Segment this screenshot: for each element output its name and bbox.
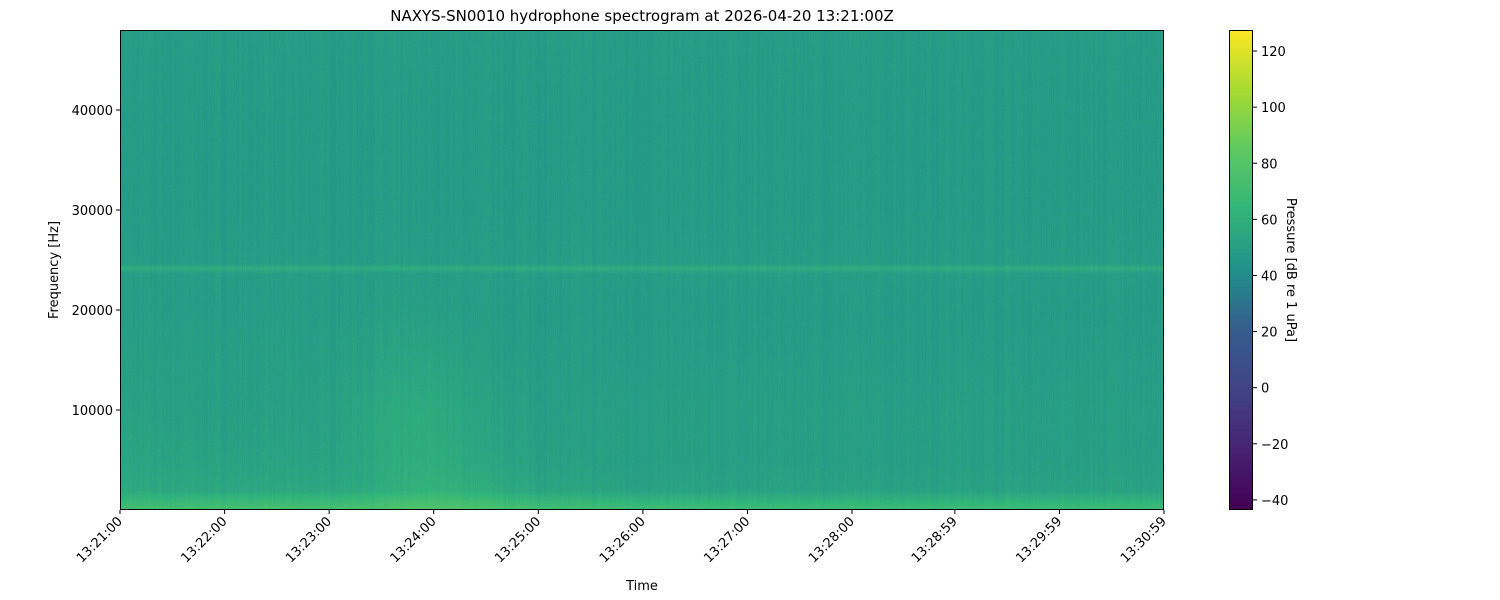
x-tick-label: 13:25:00 [492,514,544,566]
y-tick-label: 30000 [72,204,113,219]
colorbar-tick-label: 80 [1261,157,1278,172]
colorbar-tick-label: 100 [1261,101,1286,116]
x-axis-ticks: 13:21:00 13:22:00 13:23:00 13:24:00 13:25:00… [74,510,1170,566]
colorbar-tick-label: 20 [1261,326,1278,341]
x-tick-label: 13:23:00 [283,514,335,566]
x-tick-label: 13:22:00 [179,514,231,566]
colorbar-frame [1229,30,1253,510]
y-tick-label: 10000 [72,404,113,419]
x-tick-label: 13:28:00 [806,514,858,566]
y-axis-ticks: 10000 20000 30000 40000 [72,104,120,419]
colorbar-tick-label: 60 [1261,213,1278,228]
colorbar-ticks: −40 −20 0 20 40 60 80 100 120 [1253,45,1288,509]
spectrogram-heatmap [120,30,1164,510]
colorbar-tick-label: 0 [1261,382,1269,397]
colorbar-tick-label: −20 [1261,438,1288,453]
x-tick-label: 13:27:00 [701,514,753,566]
colorbar-gradient [1229,30,1253,510]
chart-title: NAXYS-SN0010 hydrophone spectrogram at 2… [390,7,894,25]
x-tick-label: 13:29:59 [1013,514,1065,566]
colorbar-tick-label: 120 [1261,45,1286,60]
plot-frame [120,30,1164,510]
colorbar-label: Pressure [dB re 1 uPa] [1283,198,1298,342]
colorbar-tick-label: 40 [1261,269,1278,284]
x-tick-label: 13:30:59 [1118,514,1170,566]
x-tick-label: 13:24:00 [388,514,440,566]
y-tick-label: 40000 [72,104,113,119]
x-tick-label: 13:26:00 [597,514,649,566]
x-axis-label: Time [625,579,658,594]
y-axis-label: Frequency [Hz] [47,221,62,319]
y-tick-label: 20000 [72,304,113,319]
x-tick-label: 13:21:00 [74,514,126,566]
x-tick-label: 13:28:59 [909,514,961,566]
colorbar-tick-label: −40 [1261,494,1288,509]
